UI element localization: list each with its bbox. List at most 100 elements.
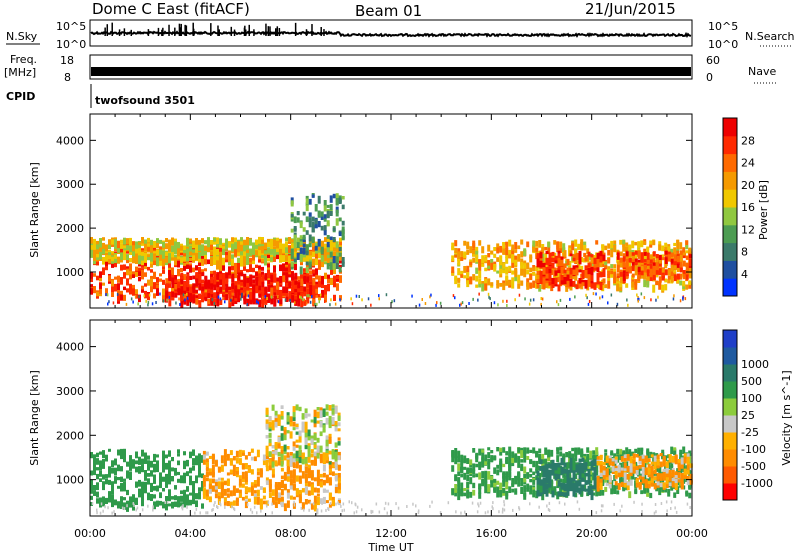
data-cell bbox=[222, 283, 226, 290]
data-cell bbox=[105, 246, 108, 252]
data-cell bbox=[330, 268, 333, 275]
data-cell bbox=[222, 257, 225, 266]
data-cell bbox=[162, 488, 165, 492]
data-cell bbox=[587, 302, 590, 306]
data-cell bbox=[265, 465, 269, 472]
data-cell bbox=[341, 257, 345, 264]
data-cell bbox=[207, 279, 211, 288]
data-cell bbox=[265, 419, 269, 428]
data-cell bbox=[247, 466, 251, 470]
data-cell bbox=[276, 281, 280, 290]
data-cell bbox=[688, 265, 692, 270]
data-cell bbox=[580, 450, 584, 458]
data-cell bbox=[201, 283, 205, 292]
data-cell bbox=[454, 489, 458, 493]
data-cell bbox=[105, 474, 108, 479]
data-cell bbox=[204, 296, 208, 302]
data-cell bbox=[117, 283, 120, 291]
data-cell bbox=[484, 476, 488, 485]
data-cell bbox=[463, 266, 467, 273]
data-cell bbox=[198, 273, 202, 280]
data-cell bbox=[314, 303, 316, 306]
colorbar-frame bbox=[722, 117, 738, 297]
data-cell bbox=[664, 247, 668, 251]
data-cell bbox=[529, 282, 533, 289]
data-cell bbox=[237, 280, 241, 287]
data-cell bbox=[529, 254, 533, 259]
data-cell bbox=[295, 404, 299, 411]
data-cell bbox=[367, 297, 370, 301]
data-cell bbox=[258, 265, 261, 270]
data-cell bbox=[499, 467, 503, 473]
data-cell bbox=[186, 274, 190, 281]
data-cell bbox=[506, 304, 508, 307]
beam-label: Beam 01 bbox=[355, 2, 422, 20]
data-cell bbox=[295, 462, 299, 469]
data-cell bbox=[295, 431, 299, 435]
data-cell bbox=[99, 275, 102, 282]
data-cell bbox=[664, 284, 668, 291]
data-cell bbox=[183, 462, 186, 467]
data-cell bbox=[293, 235, 297, 243]
data-cell bbox=[544, 458, 548, 467]
data-cell bbox=[307, 464, 311, 469]
data-cell bbox=[511, 478, 515, 486]
data-cell bbox=[298, 489, 302, 495]
data-cell bbox=[192, 275, 196, 280]
data-cell bbox=[586, 465, 590, 470]
data-cell bbox=[102, 499, 105, 506]
data-cell bbox=[162, 250, 165, 256]
data-cell bbox=[208, 498, 212, 503]
data-cell bbox=[116, 292, 119, 296]
data-cell bbox=[219, 238, 222, 245]
data-cell bbox=[601, 285, 605, 292]
data-cell bbox=[634, 448, 638, 453]
data-cell bbox=[487, 475, 491, 480]
data-cell bbox=[285, 278, 289, 283]
data-cell bbox=[327, 258, 330, 265]
data-cell bbox=[274, 460, 278, 466]
data-cell bbox=[138, 244, 141, 252]
data-cell bbox=[120, 485, 123, 492]
data-cell bbox=[186, 486, 189, 492]
data-cell bbox=[303, 240, 306, 247]
data-cell bbox=[211, 472, 215, 478]
data-cell bbox=[274, 420, 278, 426]
data-cell bbox=[475, 250, 479, 258]
data-cell bbox=[225, 272, 229, 279]
data-cell bbox=[195, 455, 198, 464]
data-cell bbox=[186, 241, 189, 247]
data-cell bbox=[288, 284, 292, 288]
data-cell bbox=[201, 456, 204, 461]
data-cell bbox=[454, 277, 458, 285]
data-cell bbox=[487, 253, 491, 258]
data-cell bbox=[286, 491, 290, 499]
data-cell bbox=[299, 266, 303, 275]
data-cell bbox=[584, 269, 588, 278]
data-cell bbox=[559, 478, 563, 483]
data-cell bbox=[292, 475, 296, 484]
data-cell bbox=[240, 272, 244, 277]
data-cell bbox=[292, 417, 296, 421]
data-cell bbox=[559, 241, 563, 250]
data-cell bbox=[231, 295, 235, 302]
data-cell bbox=[325, 418, 329, 425]
data-cell bbox=[505, 490, 509, 497]
data-cell bbox=[249, 280, 253, 287]
data-cell bbox=[102, 256, 105, 265]
data-cell bbox=[235, 467, 239, 471]
data-cell bbox=[249, 264, 252, 272]
data-cell bbox=[126, 269, 129, 276]
data-cell bbox=[312, 269, 315, 274]
data-cell bbox=[538, 284, 542, 292]
data-cell bbox=[289, 470, 293, 478]
data-cell bbox=[355, 294, 358, 298]
data-cell bbox=[201, 291, 205, 299]
data-cell bbox=[461, 301, 464, 305]
data-cell bbox=[334, 475, 338, 482]
data-cell bbox=[285, 287, 289, 293]
data-cell bbox=[310, 503, 314, 510]
data-cell bbox=[171, 467, 174, 472]
data-cell bbox=[241, 496, 245, 501]
data-cell bbox=[581, 270, 585, 278]
